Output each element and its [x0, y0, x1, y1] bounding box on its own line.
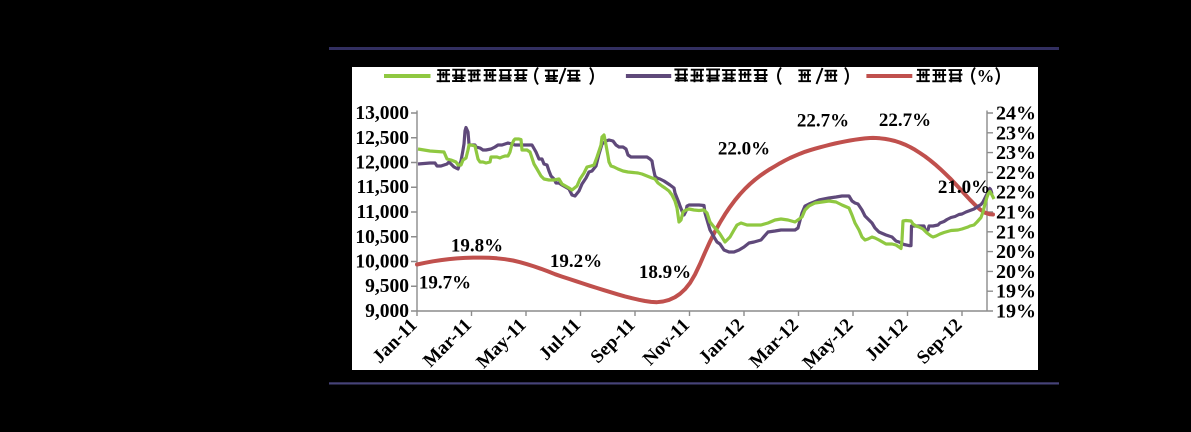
svg-text:10,000: 10,000: [355, 252, 409, 273]
svg-text:19.2%: 19.2%: [550, 251, 602, 272]
svg-text:19%: 19%: [996, 281, 1036, 303]
svg-text:19.8%: 19.8%: [451, 236, 503, 257]
svg-text:19%: 19%: [996, 301, 1036, 323]
svg-text:21%: 21%: [996, 202, 1036, 224]
svg-text:22.0%: 22.0%: [718, 139, 770, 160]
svg-text:20%: 20%: [996, 241, 1036, 263]
svg-text:24%: 24%: [996, 103, 1036, 125]
svg-text:9,500: 9,500: [365, 276, 409, 297]
svg-text:19.7%: 19.7%: [419, 273, 471, 294]
svg-text:23%: 23%: [996, 122, 1036, 144]
svg-text:22.7%: 22.7%: [797, 111, 849, 132]
svg-text:21%: 21%: [996, 221, 1036, 243]
svg-text:21.0%: 21.0%: [938, 177, 990, 198]
svg-text:20%: 20%: [996, 261, 1036, 283]
svg-text:23%: 23%: [996, 142, 1036, 164]
svg-text:%: %: [977, 66, 995, 86]
svg-text:13,000: 13,000: [355, 103, 409, 124]
svg-text:22.7%: 22.7%: [879, 110, 931, 131]
svg-text:12,000: 12,000: [355, 153, 409, 174]
svg-text:11,000: 11,000: [356, 202, 409, 223]
svg-text:9,000: 9,000: [365, 301, 409, 322]
svg-text:18.9%: 18.9%: [639, 262, 691, 283]
svg-text:22%: 22%: [996, 162, 1036, 184]
svg-text:10,500: 10,500: [355, 227, 409, 248]
svg-text:11,500: 11,500: [356, 177, 409, 198]
svg-text:12,500: 12,500: [355, 128, 409, 149]
svg-text:22%: 22%: [996, 182, 1036, 204]
